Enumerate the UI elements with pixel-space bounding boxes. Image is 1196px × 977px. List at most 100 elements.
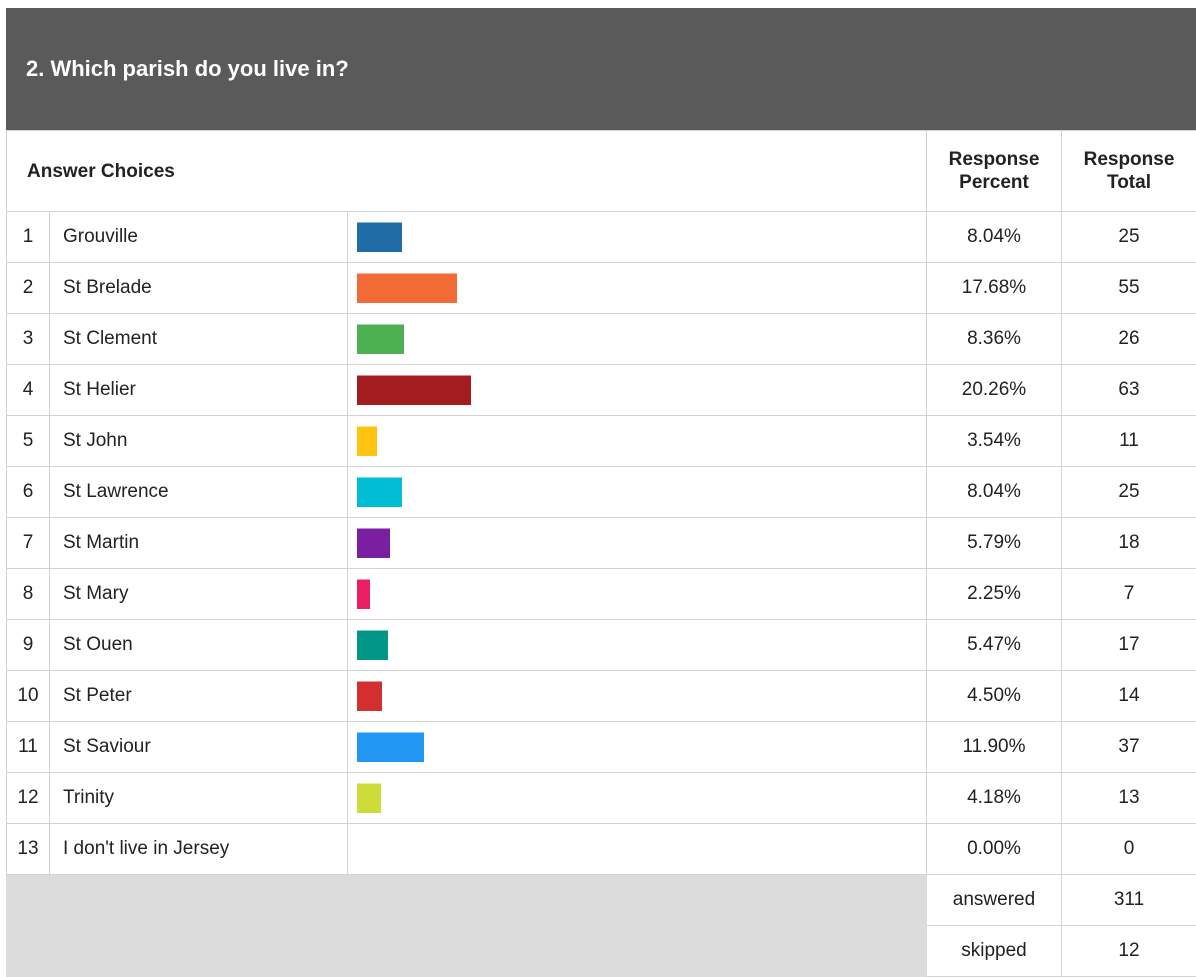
- category-label: St Saviour: [50, 722, 348, 773]
- response-percent: 20.26%: [927, 365, 1062, 416]
- bar: [357, 783, 381, 813]
- bar: [357, 630, 388, 660]
- bar-cell: [348, 671, 927, 722]
- bar-cell: [348, 263, 927, 314]
- row-number: 6: [7, 467, 50, 518]
- bar: [357, 426, 377, 456]
- survey-question-panel: 2. Which parish do you live in? Answer C…: [6, 8, 1196, 977]
- row-number: 1: [7, 212, 50, 263]
- bar-cell: [348, 824, 927, 875]
- bar-cell: [348, 416, 927, 467]
- category-label: St Lawrence: [50, 467, 348, 518]
- category-label: St Mary: [50, 569, 348, 620]
- bar: [357, 273, 457, 303]
- response-percent: 8.36%: [927, 314, 1062, 365]
- row-number: 10: [7, 671, 50, 722]
- response-total: 55: [1062, 263, 1196, 314]
- row-number: 13: [7, 824, 50, 875]
- response-total: 13: [1062, 773, 1196, 824]
- bar-cell: [348, 467, 927, 518]
- response-total: 26: [1062, 314, 1196, 365]
- answered-count: 311: [1062, 875, 1196, 926]
- bar-cell: [348, 518, 927, 569]
- response-percent: 5.79%: [927, 518, 1062, 569]
- response-total: 37: [1062, 722, 1196, 773]
- header-row: Answer Choices Response Percent Response…: [7, 131, 1196, 212]
- bar: [357, 222, 402, 252]
- response-total: 7: [1062, 569, 1196, 620]
- bar-cell: [348, 314, 927, 365]
- row-number: 5: [7, 416, 50, 467]
- response-total: 25: [1062, 212, 1196, 263]
- footer-blank: [7, 875, 927, 977]
- row-number: 8: [7, 569, 50, 620]
- category-label: St Martin: [50, 518, 348, 569]
- results-table: Answer Choices Response Percent Response…: [6, 130, 1196, 977]
- question-title: 2. Which parish do you live in?: [26, 56, 349, 82]
- response-percent: 5.47%: [927, 620, 1062, 671]
- response-percent: 8.04%: [927, 467, 1062, 518]
- row-number: 9: [7, 620, 50, 671]
- response-total: 11: [1062, 416, 1196, 467]
- question-title-bar: 2. Which parish do you live in?: [6, 8, 1196, 130]
- response-total: 18: [1062, 518, 1196, 569]
- row-number: 11: [7, 722, 50, 773]
- response-total: 63: [1062, 365, 1196, 416]
- response-percent: 4.18%: [927, 773, 1062, 824]
- answer-choices-header: Answer Choices: [7, 131, 927, 212]
- response-percent: 3.54%: [927, 416, 1062, 467]
- bar: [357, 732, 424, 762]
- category-label: St Peter: [50, 671, 348, 722]
- response-total-header: Response Total: [1062, 131, 1196, 212]
- response-total: 14: [1062, 671, 1196, 722]
- bar: [357, 477, 402, 507]
- response-percent-header: Response Percent: [927, 131, 1062, 212]
- bar: [357, 579, 370, 609]
- bar: [357, 375, 471, 405]
- bar-cell: [348, 365, 927, 416]
- bar: [357, 681, 382, 711]
- category-label: St Clement: [50, 314, 348, 365]
- response-total: 25: [1062, 467, 1196, 518]
- bar-cell: [348, 773, 927, 824]
- skipped-label: skipped: [927, 926, 1062, 977]
- bar: [357, 528, 390, 558]
- bar-cell: [348, 569, 927, 620]
- response-percent: 11.90%: [927, 722, 1062, 773]
- category-label: St John: [50, 416, 348, 467]
- answered-row: answered 311: [7, 875, 1196, 926]
- response-percent: 17.68%: [927, 263, 1062, 314]
- answered-label: answered: [927, 875, 1062, 926]
- category-label: I don't live in Jersey: [50, 824, 348, 875]
- response-total: 0: [1062, 824, 1196, 875]
- row-number: 7: [7, 518, 50, 569]
- response-percent: 2.25%: [927, 569, 1062, 620]
- category-label: St Ouen: [50, 620, 348, 671]
- bar-cell: [348, 212, 927, 263]
- skipped-count: 12: [1062, 926, 1196, 977]
- response-percent: 4.50%: [927, 671, 1062, 722]
- response-total: 17: [1062, 620, 1196, 671]
- response-percent: 8.04%: [927, 212, 1062, 263]
- bar-cell: [348, 620, 927, 671]
- category-label: St Brelade: [50, 263, 348, 314]
- response-percent: 0.00%: [927, 824, 1062, 875]
- category-label: St Helier: [50, 365, 348, 416]
- category-label: Grouville: [50, 212, 348, 263]
- bar: [357, 324, 404, 354]
- row-number: 4: [7, 365, 50, 416]
- row-number: 12: [7, 773, 50, 824]
- category-label: Trinity: [50, 773, 348, 824]
